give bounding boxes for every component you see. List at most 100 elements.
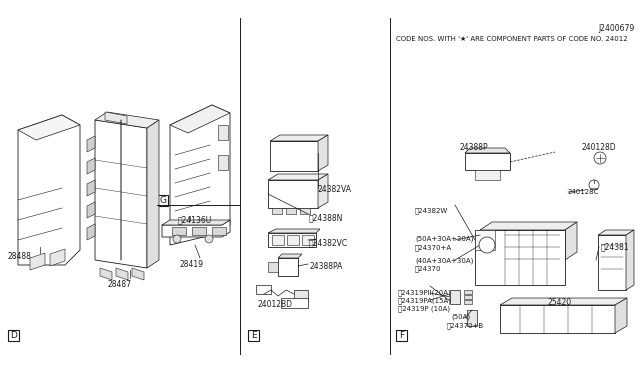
- Text: ␤24370: ␤24370: [415, 265, 442, 272]
- Polygon shape: [87, 224, 95, 240]
- Bar: [485, 234, 501, 254]
- Text: 24388PA: 24388PA: [309, 262, 342, 271]
- Polygon shape: [270, 141, 318, 171]
- Polygon shape: [87, 202, 95, 218]
- Bar: [505, 234, 521, 254]
- Bar: [157, 195, 168, 206]
- Polygon shape: [256, 285, 271, 294]
- Bar: [248, 330, 259, 341]
- Bar: [525, 234, 541, 254]
- Bar: [192, 227, 206, 235]
- Circle shape: [479, 237, 495, 253]
- Polygon shape: [87, 136, 95, 152]
- Text: 28488: 28488: [8, 252, 32, 261]
- Text: CODE NOS. WITH '★' ARE COMPONENT PARTS OF CODE NO. 24012: CODE NOS. WITH '★' ARE COMPONENT PARTS O…: [396, 36, 628, 42]
- Polygon shape: [30, 253, 45, 270]
- Text: E: E: [251, 331, 256, 340]
- Bar: [286, 208, 296, 214]
- Text: (50A): (50A): [451, 314, 470, 321]
- Polygon shape: [480, 230, 565, 260]
- Polygon shape: [268, 262, 278, 272]
- Text: 24012BD: 24012BD: [257, 300, 292, 309]
- Polygon shape: [162, 220, 230, 225]
- Text: (40A+30A+30A): (40A+30A+30A): [415, 257, 474, 263]
- Polygon shape: [268, 233, 316, 247]
- Polygon shape: [626, 230, 634, 290]
- Text: ␤24136U: ␤24136U: [178, 215, 212, 224]
- Text: ␤24382VC: ␤24382VC: [309, 238, 348, 247]
- Polygon shape: [480, 222, 577, 230]
- Polygon shape: [147, 120, 159, 268]
- Text: F: F: [399, 331, 404, 340]
- Polygon shape: [132, 268, 144, 280]
- Circle shape: [589, 180, 599, 190]
- Bar: [287, 235, 299, 245]
- Text: 240128C: 240128C: [568, 189, 600, 195]
- Text: ␤24370+A: ␤24370+A: [415, 244, 452, 251]
- Text: ␤24370+B: ␤24370+B: [447, 322, 484, 328]
- Text: (50A+30A+30A): (50A+30A+30A): [415, 236, 474, 243]
- Text: ␤24319PA(15A): ␤24319PA(15A): [398, 297, 452, 304]
- Text: ␤24381: ␤24381: [601, 242, 630, 251]
- Text: 28487: 28487: [108, 280, 132, 289]
- Text: 25420: 25420: [548, 298, 572, 307]
- Bar: [464, 295, 472, 299]
- Text: D: D: [10, 331, 17, 340]
- Polygon shape: [278, 254, 302, 258]
- Polygon shape: [87, 180, 95, 196]
- Text: ␤24382W: ␤24382W: [415, 207, 448, 214]
- Bar: [545, 234, 561, 254]
- Text: 24382VA: 24382VA: [318, 185, 352, 194]
- Text: 24388P: 24388P: [460, 143, 488, 152]
- Text: ␤24319P (10A): ␤24319P (10A): [398, 305, 450, 312]
- Polygon shape: [50, 249, 65, 266]
- Polygon shape: [475, 230, 495, 250]
- Polygon shape: [18, 115, 80, 140]
- Bar: [450, 290, 460, 304]
- Polygon shape: [170, 105, 230, 245]
- Text: ␤24388N: ␤24388N: [309, 213, 344, 222]
- Polygon shape: [270, 135, 328, 141]
- Polygon shape: [500, 305, 615, 333]
- Bar: [396, 330, 407, 341]
- Polygon shape: [294, 290, 308, 300]
- Polygon shape: [465, 153, 510, 170]
- Bar: [8, 330, 19, 341]
- Circle shape: [205, 235, 213, 243]
- Text: G: G: [159, 196, 166, 205]
- Bar: [464, 290, 472, 294]
- Polygon shape: [318, 174, 328, 208]
- Polygon shape: [268, 174, 328, 180]
- Polygon shape: [475, 230, 565, 285]
- Bar: [272, 208, 282, 214]
- Text: ␤24319PII(20A): ␤24319PII(20A): [398, 289, 452, 296]
- Bar: [487, 246, 493, 254]
- Text: 28419: 28419: [179, 260, 203, 269]
- Polygon shape: [278, 258, 298, 276]
- Bar: [547, 236, 553, 244]
- Bar: [527, 236, 533, 244]
- Bar: [467, 310, 477, 326]
- Polygon shape: [162, 220, 230, 237]
- Polygon shape: [565, 222, 577, 260]
- Circle shape: [594, 152, 606, 164]
- Polygon shape: [281, 298, 308, 308]
- Polygon shape: [87, 158, 95, 174]
- Polygon shape: [598, 230, 634, 235]
- Polygon shape: [18, 115, 80, 265]
- Polygon shape: [500, 298, 627, 305]
- Bar: [172, 227, 186, 235]
- Bar: [487, 236, 493, 244]
- Bar: [527, 246, 533, 254]
- Bar: [272, 235, 284, 245]
- Text: J2400679: J2400679: [599, 24, 635, 33]
- Bar: [218, 155, 228, 170]
- Polygon shape: [100, 268, 112, 280]
- Bar: [300, 208, 310, 214]
- Bar: [464, 300, 472, 304]
- Bar: [302, 235, 314, 245]
- Polygon shape: [598, 235, 626, 290]
- Polygon shape: [268, 229, 320, 233]
- Bar: [547, 246, 553, 254]
- Circle shape: [173, 235, 181, 243]
